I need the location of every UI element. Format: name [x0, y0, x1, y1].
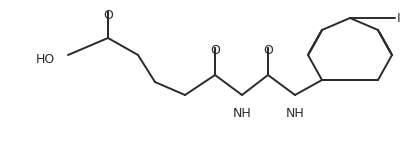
Text: NH: NH: [285, 107, 304, 120]
Text: HO: HO: [36, 52, 55, 66]
Text: O: O: [103, 9, 113, 22]
Text: I: I: [396, 11, 400, 25]
Text: O: O: [210, 44, 219, 57]
Text: O: O: [262, 44, 272, 57]
Text: NH: NH: [232, 107, 251, 120]
